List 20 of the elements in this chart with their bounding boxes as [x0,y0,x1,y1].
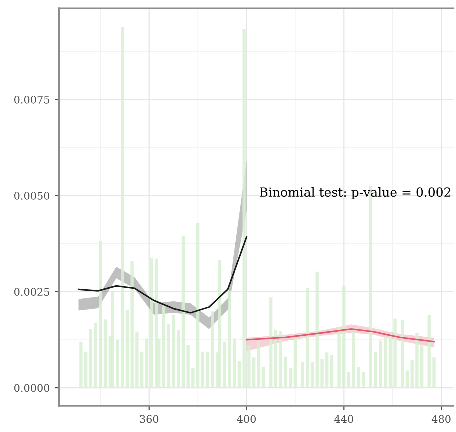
line-series [246,328,436,343]
x-tick-label: 480 [432,415,451,424]
bar [218,260,222,388]
x-tick-label: 360 [140,415,159,424]
bar [294,338,298,388]
y-tick-label: 0.0000 [14,384,50,392]
bar [310,362,314,388]
bar [162,306,166,388]
y-tick-label: 0.0025 [14,288,50,296]
line-series [78,236,248,314]
bar [270,298,273,388]
bar [274,330,278,388]
bar [330,355,334,388]
y-tick-label: 0.0075 [14,96,50,104]
annotation: Binomial test: p-value = 0.002 [260,187,451,200]
bar [347,372,351,388]
x-tick-label: 440 [334,415,354,424]
y-tick-label: 0.0050 [14,192,50,200]
bar [401,320,404,388]
x-tick-label: 400 [237,415,256,424]
